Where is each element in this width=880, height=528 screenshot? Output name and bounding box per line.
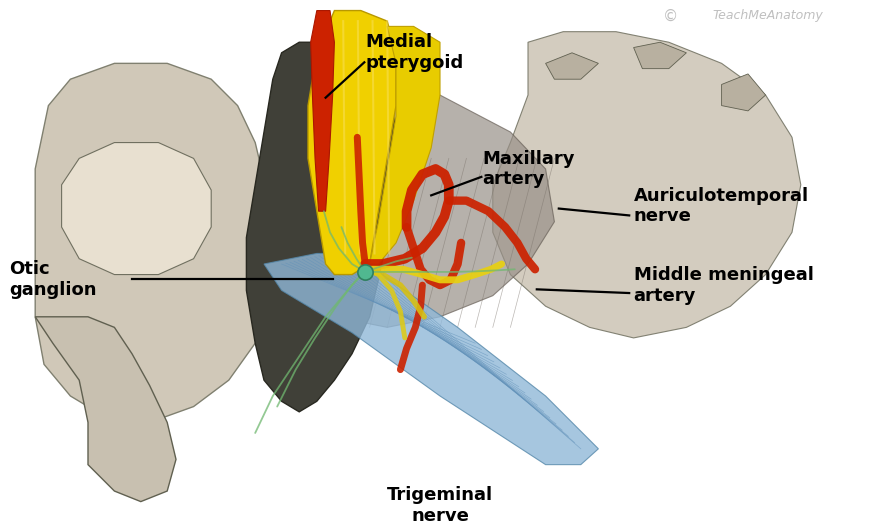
Text: Middle meningeal
artery: Middle meningeal artery [634, 266, 813, 305]
Text: Maxillary
artery: Maxillary artery [482, 149, 575, 188]
Text: Medial
pterygoid: Medial pterygoid [365, 33, 464, 72]
Polygon shape [722, 74, 766, 111]
Text: ©: © [663, 8, 678, 23]
Polygon shape [308, 11, 396, 275]
Polygon shape [35, 63, 282, 422]
Text: Trigeminal
nerve: Trigeminal nerve [387, 486, 493, 524]
Polygon shape [634, 42, 686, 69]
Polygon shape [493, 32, 801, 338]
Text: Auriculotemporal
nerve: Auriculotemporal nerve [634, 186, 809, 225]
Polygon shape [246, 42, 396, 412]
Polygon shape [35, 317, 176, 502]
Polygon shape [299, 63, 554, 327]
Polygon shape [370, 26, 440, 264]
Polygon shape [546, 53, 598, 79]
Text: TeachMeAnatomy: TeachMeAnatomy [713, 10, 824, 22]
Text: Otic
ganglion: Otic ganglion [9, 260, 96, 299]
Polygon shape [311, 11, 334, 211]
Polygon shape [264, 253, 598, 465]
Polygon shape [62, 143, 211, 275]
